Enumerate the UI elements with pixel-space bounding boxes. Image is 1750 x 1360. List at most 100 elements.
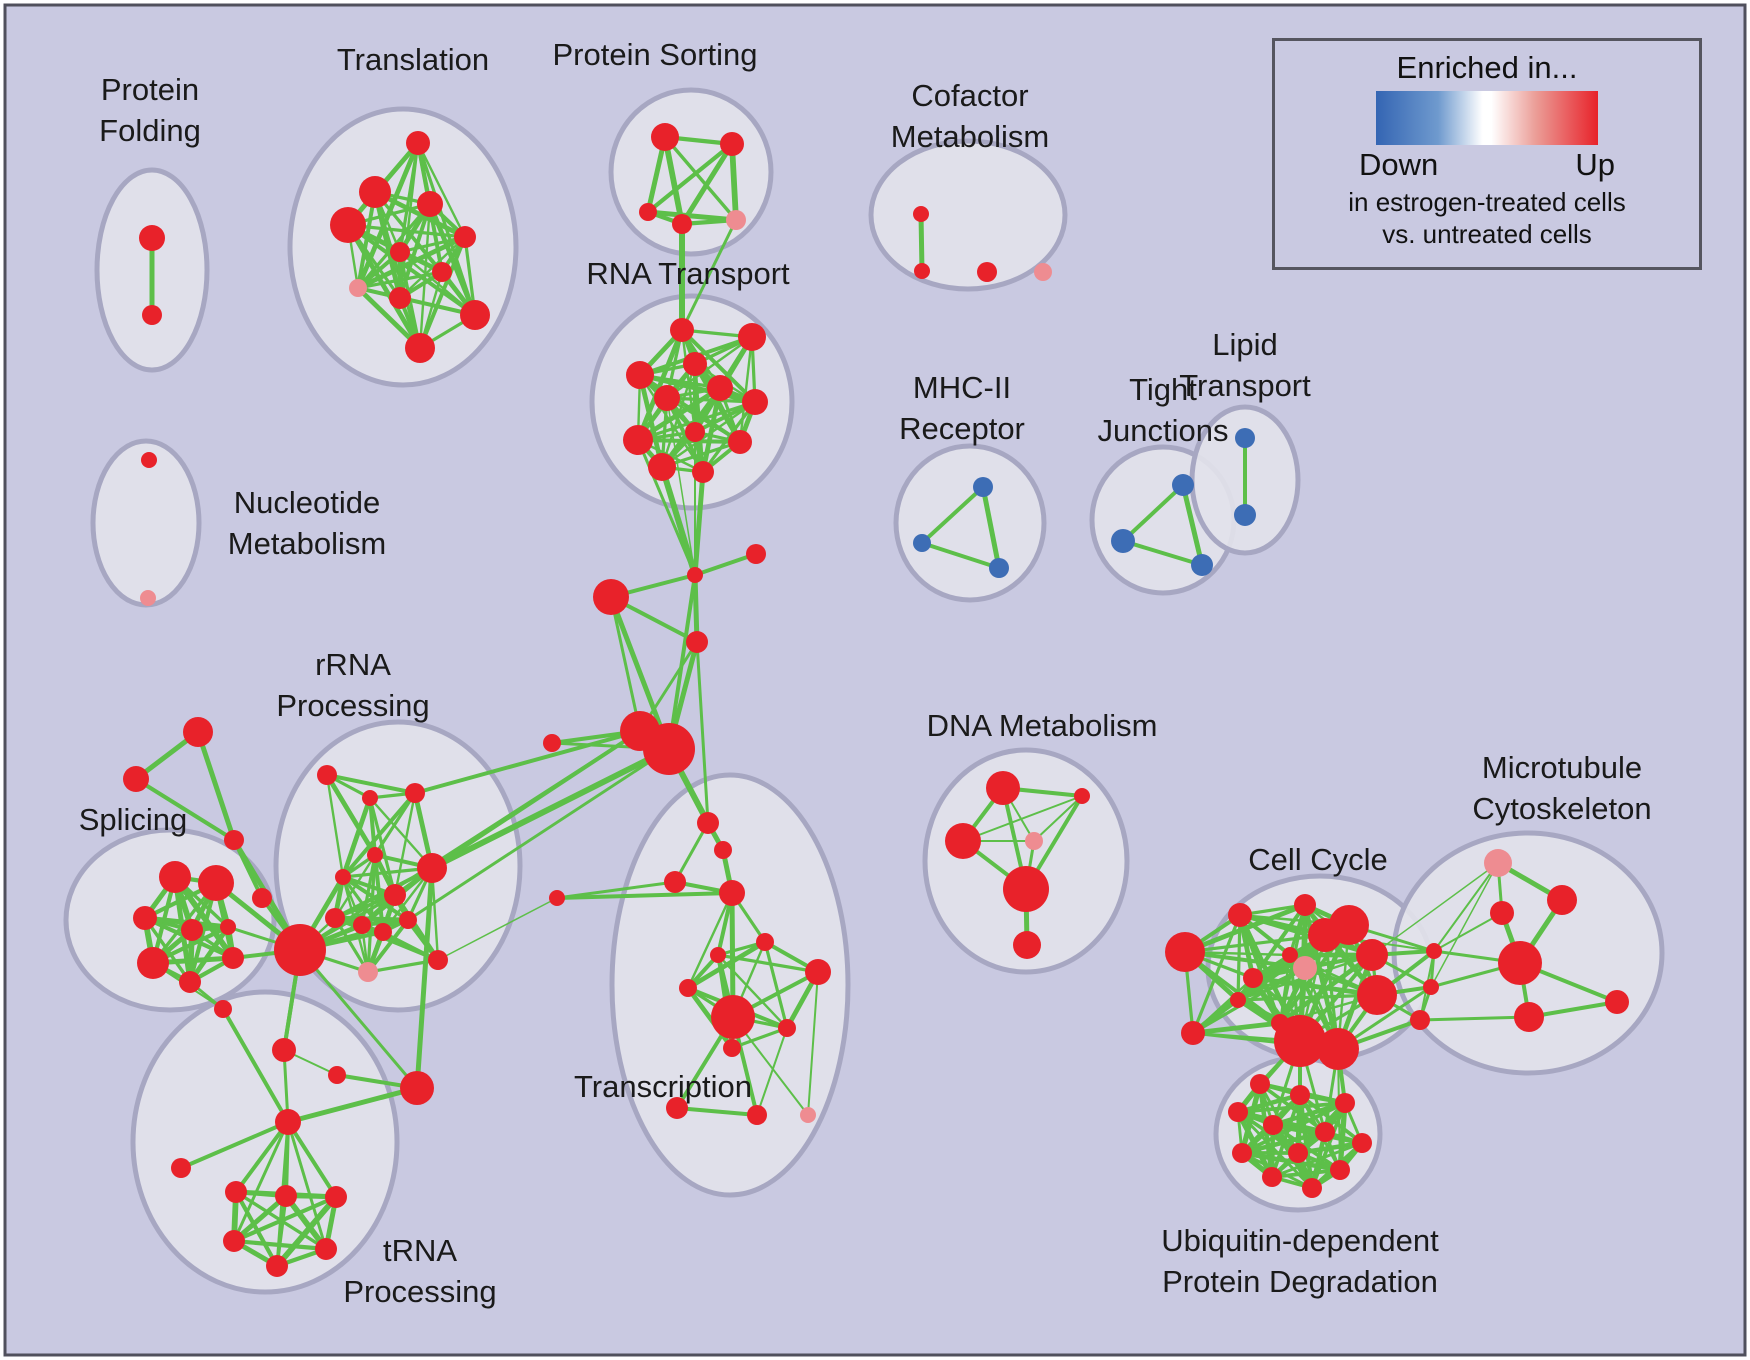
edge <box>298 729 642 952</box>
node <box>549 890 565 906</box>
node <box>973 477 993 497</box>
legend-caption-line1: in estrogen-treated cells <box>1348 187 1626 217</box>
edge <box>659 464 698 578</box>
node <box>683 352 707 376</box>
edge <box>700 385 723 475</box>
cluster-label-microtubule-cytoskeleton: Cytoskeleton <box>1472 791 1651 826</box>
node <box>720 132 744 156</box>
node <box>133 906 157 930</box>
edge <box>1121 539 1204 567</box>
node <box>1410 1010 1430 1030</box>
node <box>666 1097 688 1119</box>
edge <box>608 594 672 752</box>
edge <box>1430 862 1499 988</box>
legend-box: Enriched in... Down Up in estrogen-treat… <box>1272 38 1702 270</box>
node <box>1234 504 1256 526</box>
cluster-label-trna-processing: Processing <box>343 1274 496 1309</box>
edge <box>1270 1168 1342 1179</box>
node <box>362 790 378 806</box>
node <box>679 979 697 997</box>
cluster-ellipse-mhc-ii-receptor <box>893 443 1047 603</box>
cluster-label-cofactor-metabolism: Metabolism <box>891 119 1050 154</box>
edge <box>1277 952 1375 1026</box>
node <box>1228 1102 1248 1122</box>
edge <box>340 795 373 880</box>
node <box>406 131 430 155</box>
edge <box>1433 912 1503 952</box>
node <box>266 1255 288 1277</box>
node <box>325 1186 347 1208</box>
edge <box>645 141 735 215</box>
edge <box>221 1007 290 1124</box>
edge <box>381 930 440 962</box>
edge <box>686 891 734 990</box>
node <box>1074 788 1090 804</box>
edge <box>962 795 1083 842</box>
node <box>913 206 929 222</box>
cluster-label-translation: Translation <box>337 42 489 77</box>
node <box>1228 903 1252 927</box>
cluster-label-tight-junctions: Junctions <box>1098 413 1229 448</box>
node <box>1329 905 1369 945</box>
node <box>179 971 201 993</box>
node <box>623 425 653 455</box>
edge <box>179 1120 290 1170</box>
edge <box>1239 1129 1328 1156</box>
edge <box>679 141 735 227</box>
edge <box>716 953 789 1030</box>
node <box>728 430 752 454</box>
node <box>1335 1093 1355 1113</box>
node <box>335 869 351 885</box>
node <box>428 950 448 970</box>
node <box>543 734 561 752</box>
edge <box>413 729 642 795</box>
node <box>1484 849 1512 877</box>
edge <box>274 1194 339 1269</box>
node <box>275 1109 301 1135</box>
edge <box>393 791 417 897</box>
node <box>374 923 392 941</box>
node <box>1426 943 1442 959</box>
node <box>1243 968 1263 988</box>
node <box>1025 832 1043 850</box>
edge <box>645 209 739 223</box>
node <box>325 908 345 928</box>
node <box>181 919 203 941</box>
edge <box>437 897 558 961</box>
edge <box>368 796 434 870</box>
edge <box>1236 913 1242 1002</box>
cluster-label-tight-junctions: Tight <box>1129 372 1197 407</box>
node <box>986 771 1020 805</box>
node <box>1423 979 1439 995</box>
edge <box>398 235 467 254</box>
node <box>141 452 157 468</box>
node <box>1356 939 1388 971</box>
edge <box>234 1120 290 1194</box>
edge <box>333 916 370 974</box>
node <box>686 631 708 653</box>
node <box>317 765 337 785</box>
edge <box>636 438 697 577</box>
legend-gradient-bar <box>1376 91 1598 145</box>
node <box>137 947 169 979</box>
cluster-label-rna-transport: RNA Transport <box>586 256 790 291</box>
node <box>171 1158 191 1178</box>
node <box>685 422 705 442</box>
node <box>330 207 366 243</box>
node <box>358 962 378 982</box>
node <box>593 579 629 615</box>
edge <box>406 747 671 922</box>
node <box>1165 932 1205 972</box>
node <box>1514 1002 1544 1032</box>
edge <box>366 918 410 974</box>
edge <box>738 335 754 444</box>
node <box>214 1000 232 1018</box>
node <box>139 225 165 251</box>
node <box>1317 1028 1359 1070</box>
node <box>687 567 703 583</box>
edge <box>675 1106 759 1117</box>
edge <box>918 211 925 274</box>
edge <box>231 1193 289 1244</box>
cluster-label-rrna-processing: rRNA <box>315 647 391 682</box>
